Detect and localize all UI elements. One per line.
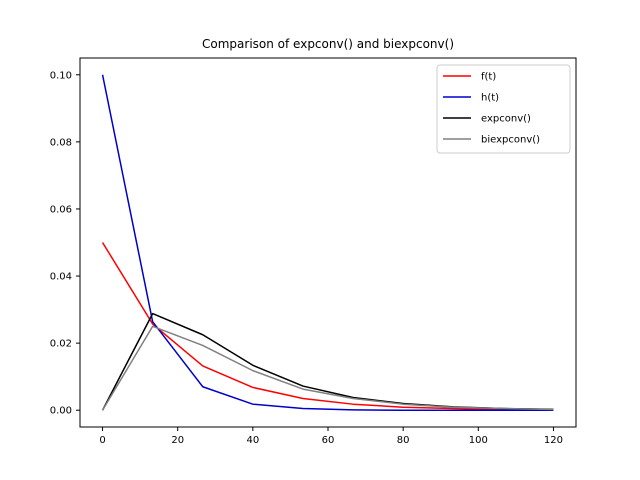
x-tick-label: 40 [246, 435, 259, 446]
series-line-h-t [101, 74, 554, 411]
x-tick-label: 20 [171, 435, 184, 446]
x-tick-label: 60 [322, 435, 335, 446]
axes-frame [79, 57, 577, 428]
series-line-biexpconv [101, 325, 554, 411]
x-tick-label: 80 [397, 435, 410, 446]
x-tick-label: 0 [99, 435, 105, 446]
legend-label: f(t) [481, 72, 496, 83]
series-line-expconv [101, 312, 554, 411]
legend-box [436, 64, 571, 154]
x-tick-label: 120 [544, 435, 563, 446]
legend-label: h(t) [481, 93, 499, 104]
y-tick-label: 0.06 [50, 204, 72, 215]
y-tick-label: 0.10 [50, 70, 72, 81]
y-tick-label: 0.02 [50, 339, 72, 350]
chart-title: Comparison of expconv() and biexpconv() [202, 37, 454, 51]
y-tick-label: 0.08 [50, 137, 72, 148]
y-tick-label: 0.04 [50, 272, 72, 283]
x-tick-label: 100 [469, 435, 488, 446]
legend-label: biexpconv() [481, 135, 540, 146]
legend-label: expconv() [481, 114, 531, 125]
y-tick-label: 0.00 [50, 406, 72, 417]
series-line-f-t [101, 242, 554, 411]
